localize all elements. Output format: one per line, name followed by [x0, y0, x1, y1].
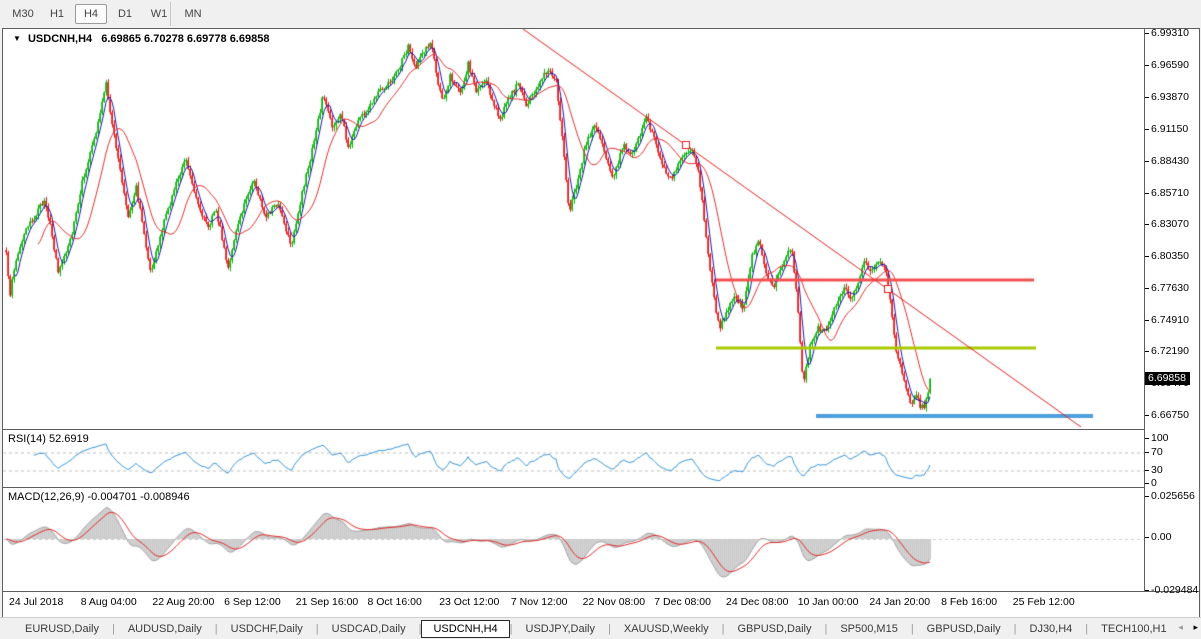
chart-tab-audusd-daily[interactable]: AUDUSD,Daily [127, 623, 202, 635]
macd-chart-canvas[interactable] [3, 489, 1144, 592]
rsi-value: 52.6919 [48, 433, 89, 445]
chart-tab-usdchf-daily[interactable]: USDCHF,Daily [230, 623, 303, 635]
symbol-dropdown-icon[interactable]: ▼ [13, 34, 21, 43]
time-label: 22 Aug 20:00 [152, 596, 215, 608]
ohlc-values: 6.69865 6.70278 6.69778 6.69858 [101, 33, 270, 45]
rsi-label: RSI(14) 52.6919 [8, 433, 89, 445]
price-tick-label: 6.77630 [1145, 282, 1189, 294]
tab-separator: | [214, 623, 218, 635]
time-label: 8 Oct 16:00 [367, 596, 422, 608]
chart-tab-usdcnh-h4[interactable]: USDCNH,H4 [421, 620, 510, 638]
chart-tab-tech100-h1[interactable]: TECH100,H1 [1101, 623, 1167, 635]
timeframe-button-mn[interactable]: MN [184, 8, 202, 20]
timeframe-toolbar: M30 H1 H4 D1 W1 MN [0, 0, 1201, 28]
time-label: 6 Sep 12:00 [224, 596, 281, 608]
time-label: 24 Jan 20:00 [869, 596, 931, 608]
rsi-level-label: 70 [1145, 446, 1163, 458]
tab-separator: | [418, 623, 422, 635]
rsi-level-label: 30 [1145, 464, 1163, 476]
tab-separator: | [608, 623, 611, 635]
rsi-name: RSI(14) [8, 433, 46, 445]
current-price-tag: 6.69858 [1145, 371, 1190, 385]
timeframe-button-w1[interactable]: W1 [150, 8, 168, 20]
chart-tab-usdjpy-daily[interactable]: USDJPY,Daily [525, 623, 596, 635]
chart-tab-bar: EURUSD,Daily | AUDUSD,Daily | USDCHF,Daily | U… [0, 617, 1201, 639]
chart-tab-sp500-m15[interactable]: SP500,M15 [840, 623, 898, 635]
chart-tab-usdcad-daily[interactable]: USDCAD,Daily [331, 623, 406, 635]
price-tick-label: 6.66750 [1145, 410, 1189, 421]
price-tick-label: 6.93870 [1145, 92, 1189, 103]
macd-values: -0.004701 -0.008946 [87, 491, 190, 503]
price-tick-label: 6.80350 [1145, 250, 1189, 262]
chart-window: ▼ USDCNH,H4 6.69865 6.70278 6.69778 6.69… [2, 28, 1200, 617]
chart-tab-dj30-h4[interactable]: DJ30,H4 [1029, 623, 1073, 635]
price-tick-label: 6.72190 [1145, 346, 1189, 357]
timeframe-button-h4[interactable]: H4 [75, 4, 107, 24]
macd-axis-label: 0.025656 [1145, 491, 1195, 502]
macd-axis-label: 0.00 [1145, 532, 1171, 543]
tab-separator: | [910, 623, 914, 635]
toolbar-separator [170, 2, 171, 26]
tab-navigation: ◂ ▸ [1178, 622, 1198, 633]
rsi-chart-canvas[interactable] [3, 431, 1144, 488]
timeframe-buttons: M30 H1 H4 D1 W1 MN [6, 0, 210, 28]
tab-separator: | [111, 623, 115, 635]
candlestick-chart-canvas[interactable] [3, 29, 1144, 429]
price-tick-label: 6.99310 [1145, 28, 1189, 39]
time-label: 10 Jan 00:00 [797, 596, 859, 608]
price-tick-label: 6.88430 [1145, 156, 1189, 167]
tab-separator: | [1085, 623, 1089, 635]
tab-separator: | [1013, 623, 1017, 635]
chart-tab-gbpusd-daily[interactable]: GBPUSD,Daily [926, 623, 1001, 635]
rsi-level-label: 100 [1145, 433, 1169, 444]
price-axis[interactable]: 6.99310 6.96590 6.93870 6.91150 6.88430 6.857… [1144, 28, 1199, 595]
price-tick-label: 6.83070 [1145, 218, 1189, 230]
macd-axis-label: -0.029484 [1145, 584, 1198, 596]
tab-scroll-right-icon[interactable]: ▸ [1193, 622, 1198, 632]
timeframe-button-h1[interactable]: H1 [49, 8, 65, 20]
time-label: 8 Feb 16:00 [941, 596, 998, 608]
timeframe-button-m30[interactable]: M30 [12, 8, 34, 20]
time-label: 22 Nov 08:00 [582, 596, 646, 608]
time-label: 8 Aug 04:00 [80, 596, 137, 608]
main-chart-panel[interactable]: ▼ USDCNH,H4 6.69865 6.70278 6.69778 6.69… [3, 29, 1144, 429]
tab-separator: | [509, 623, 513, 635]
chart-tab-eurusd-daily[interactable]: EURUSD,Daily [25, 623, 99, 635]
chart-tab-xauusd-weekly[interactable]: XAUUSD,Weekly [623, 623, 709, 635]
time-label: 24 Dec 08:00 [726, 596, 789, 608]
price-tick-label: 6.74910 [1145, 314, 1189, 326]
tab-separator: | [824, 623, 828, 635]
chart-tabs: EURUSD,Daily | AUDUSD,Daily | USDCHF,Daily | U… [12, 618, 1180, 639]
macd-panel[interactable]: MACD(12,26,9) -0.004701 -0.008946 [3, 487, 1144, 592]
price-tick-label: 6.85710 [1145, 187, 1189, 199]
macd-label: MACD(12,26,9) -0.004701 -0.008946 [8, 491, 190, 503]
price-tick-label: 6.91150 [1145, 124, 1188, 135]
time-axis[interactable]: 24 Jul 2018 8 Aug 04:00 22 Aug 20:00 6 Sep … [3, 591, 1199, 617]
price-tick-label: 6.96590 [1145, 60, 1189, 71]
rsi-level-label: 0 [1145, 478, 1157, 489]
chart-tab-gbpusd-daily[interactable]: GBPUSD,Daily [737, 623, 812, 635]
tab-scroll-left-icon[interactable]: ◂ [1178, 622, 1183, 632]
time-label: 25 Feb 12:00 [1012, 596, 1075, 608]
timeframe-button-d1[interactable]: D1 [117, 8, 133, 20]
time-label: 23 Oct 12:00 [439, 596, 500, 608]
chart-title: ▼ USDCNH,H4 6.69865 6.70278 6.69778 6.69… [13, 33, 269, 45]
rsi-panel[interactable]: RSI(14) 52.6919 [3, 429, 1144, 488]
symbol-period-label: USDCNH,H4 [27, 33, 93, 45]
tab-separator: | [315, 623, 319, 635]
macd-name: MACD(12,26,9) [8, 491, 85, 503]
time-label: 7 Dec 08:00 [654, 596, 711, 608]
time-label: 21 Sep 16:00 [295, 596, 359, 608]
time-label: 24 Jul 2018 [9, 596, 64, 608]
time-label: 7 Nov 12:00 [510, 596, 568, 608]
tab-separator: | [721, 623, 725, 635]
